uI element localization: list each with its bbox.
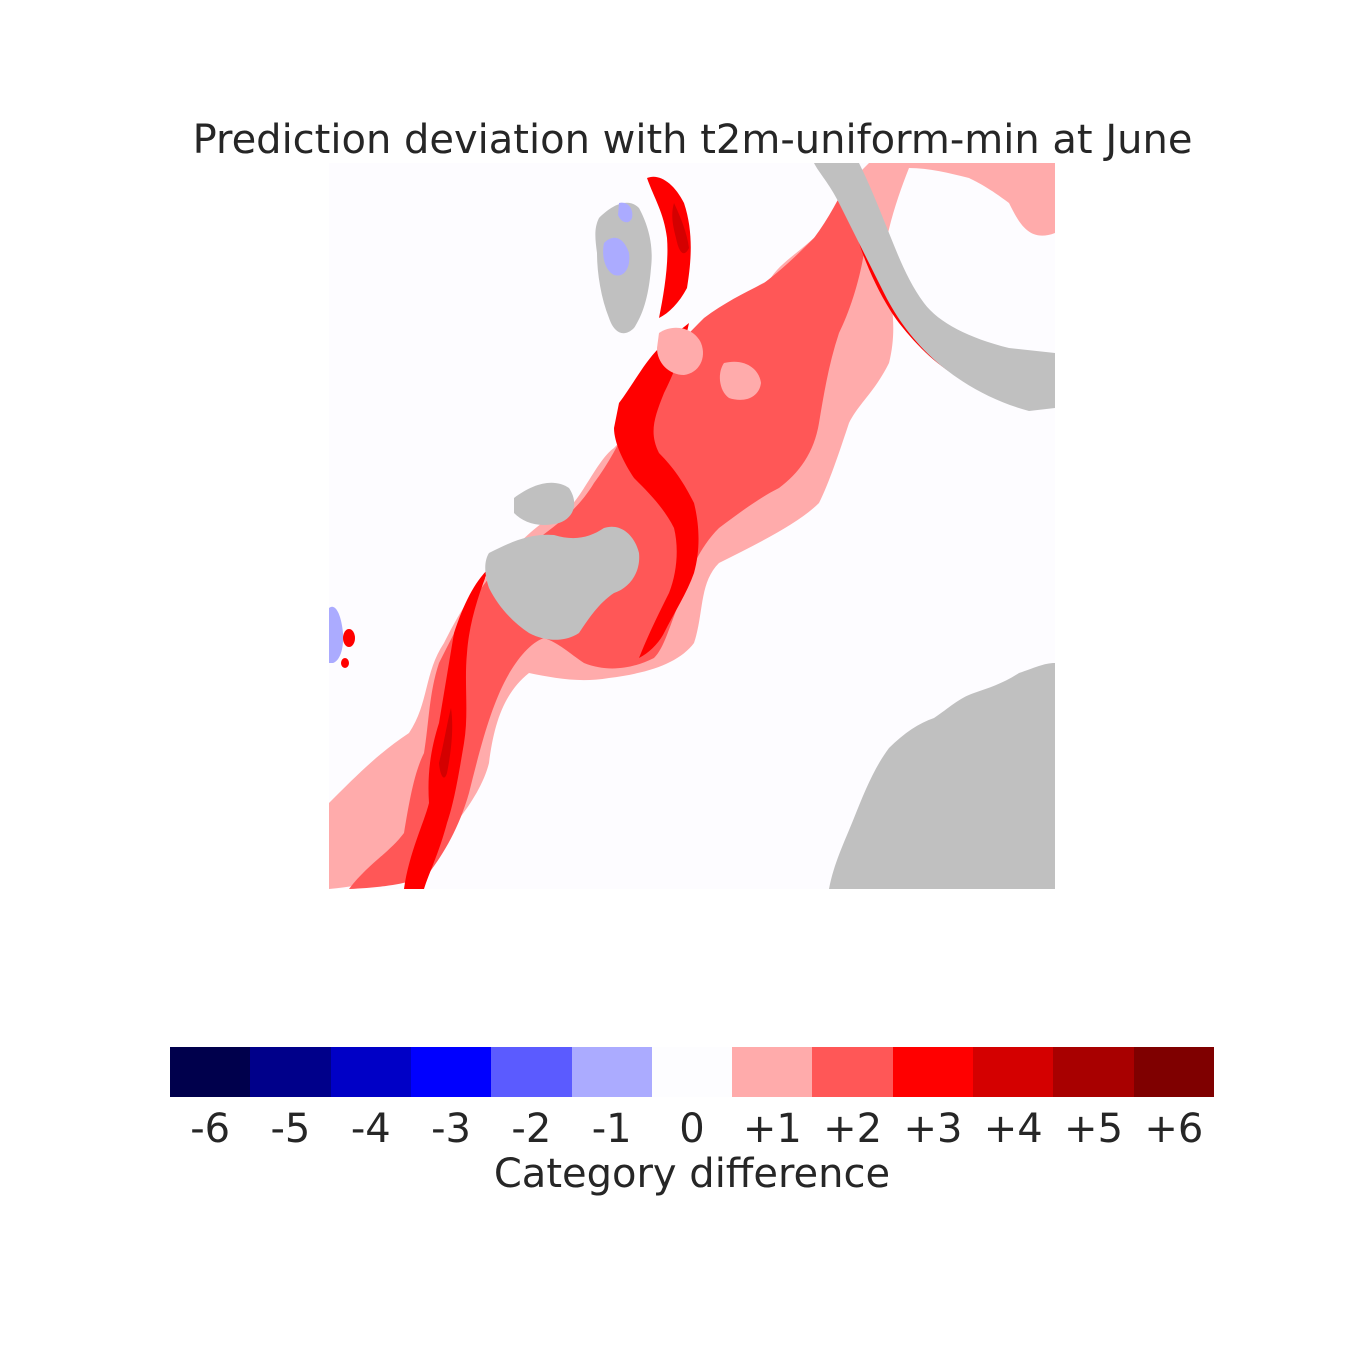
colorbar-cell xyxy=(410,1047,492,1097)
deviation-spot-plus3-west xyxy=(343,629,355,647)
land-franz-josef-region-1 xyxy=(514,482,575,525)
colorbar-tick-label: +5 xyxy=(1064,1106,1124,1152)
colorbar-tick-label: -3 xyxy=(431,1106,471,1152)
colorbar-label: Category difference xyxy=(493,1151,891,1197)
colorbar-tick-label: -1 xyxy=(591,1106,632,1152)
deviation-region-plus3-northern-coast xyxy=(647,176,691,318)
colorbar-tick-label: -4 xyxy=(350,1106,391,1152)
deviation-map-svg xyxy=(329,163,1055,889)
land-scandinavia xyxy=(829,663,1055,889)
colorbar-tick-label: +1 xyxy=(742,1106,802,1152)
colorbar-cell xyxy=(651,1047,733,1097)
colorbar-cell xyxy=(1133,1047,1215,1097)
colorbar-cell xyxy=(330,1047,412,1097)
colorbar-tick-label: 0 xyxy=(679,1106,705,1152)
colorbar-cell xyxy=(812,1047,894,1097)
colorbar-tick-label: +4 xyxy=(983,1106,1043,1152)
page-title: Prediction deviation with t2m-uniform-mi… xyxy=(192,117,1193,163)
land-island-east xyxy=(582,551,619,592)
colorbar-cell xyxy=(973,1047,1054,1097)
deviation-region-minus1-north xyxy=(603,237,630,276)
deviation-region-minus1-west xyxy=(329,606,344,663)
deviation-region-plus1-interior-2 xyxy=(719,361,761,400)
deviation-region-plus4-west xyxy=(439,708,453,778)
deviation-map xyxy=(329,163,1055,889)
deviation-region-plus3-central xyxy=(614,323,699,658)
deviation-spot-plus3-west-2 xyxy=(341,658,349,668)
colorbar xyxy=(170,1047,1215,1097)
colorbar-ticks: -6 -5 -4 -3 -2 -1 0 +1 +2 +3 +4 +5 +6 xyxy=(170,1104,1214,1154)
colorbar-cell xyxy=(250,1047,332,1097)
colorbar-tick-label: +6 xyxy=(1144,1106,1204,1152)
colorbar-tick-label: +3 xyxy=(903,1106,963,1152)
colorbar-tick-label: -5 xyxy=(270,1106,311,1152)
land-novaya-zemlya xyxy=(814,163,1055,411)
colorbar-tick-label: -6 xyxy=(190,1106,231,1152)
deviation-region-plus1-interior xyxy=(657,327,704,375)
deviation-region-plus4-north xyxy=(672,203,689,254)
colorbar-cell xyxy=(571,1047,653,1097)
colorbar-cell xyxy=(491,1047,573,1097)
colorbar-cell xyxy=(892,1047,974,1097)
colorbar-cell xyxy=(170,1047,251,1097)
colorbar-tick-label: +2 xyxy=(823,1106,883,1152)
colorbar-tick-label: -2 xyxy=(511,1106,552,1152)
colorbar-cell xyxy=(1053,1047,1135,1097)
deviation-region-minus1-north-2 xyxy=(618,202,633,223)
colorbar-cell xyxy=(732,1047,813,1097)
